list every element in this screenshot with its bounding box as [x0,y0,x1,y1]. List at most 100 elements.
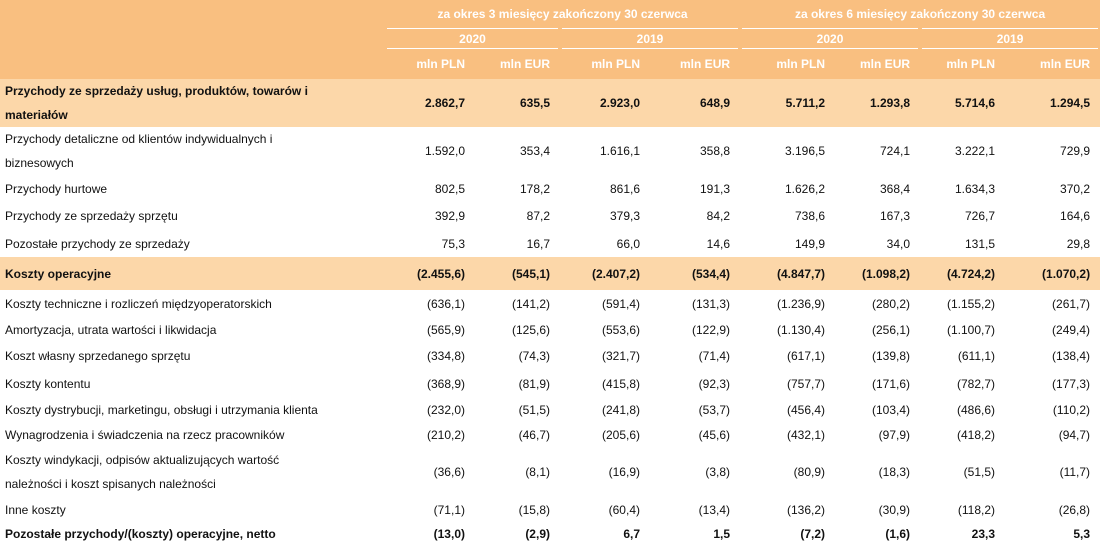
cell-value: (4.724,2) [947,266,996,281]
table-row: Pozostałe przychody ze sprzedaży 75,3 16,7… [0,230,1100,257]
row-label: Koszty windykacji, odpisów aktualizujący… [5,453,280,491]
unit-header: mln PLN [560,48,650,79]
cell-value: 167,3 [880,209,911,223]
cell-value: 191,3 [700,181,731,196]
cell-value: (136,2) [787,502,826,517]
cell-value: (13,0) [433,527,465,541]
cell-value: (141,2) [511,296,550,311]
cell-value: 1.592,0 [424,144,465,158]
header-blank [0,0,385,29]
cell-value: 2.923,0 [599,96,640,110]
unit-header: mln PLN [385,48,475,79]
cell-value: 1.634,3 [954,181,996,196]
cell-value: (53,7) [698,402,731,417]
cell-value: 1.626,2 [784,181,826,196]
table-row: Przychody detaliczne od klientów indywid… [0,127,1100,175]
cell-value: 1.294,5 [1050,96,1091,110]
cell-value: (45,6) [698,427,731,442]
cell-value: 1.293,8 [869,96,911,110]
row-label: Pozostałe przychody/(koszty) operacyjne,… [5,527,276,541]
cell-value: (131,3) [692,296,731,311]
unit-header: mln PLN [920,48,1006,79]
cell-value: (280,2) [872,296,911,311]
cell-value: (782,7) [957,376,996,391]
cell-value: 392,9 [434,209,465,223]
cell-value: (418,2) [957,427,996,442]
unit-header: mln EUR [650,48,741,79]
cell-value: 368,4 [880,181,911,196]
cell-value: (249,4) [1052,322,1091,337]
cell-value: 84,2 [706,209,731,223]
cell-value: 3.196,5 [784,144,826,158]
cell-value: 1,5 [713,527,731,541]
cell-value: 164,6 [1060,209,1091,223]
row-label: Przychody hurtowe [5,181,108,196]
cell-value: (456,4) [787,402,826,417]
table-row: Koszt własny sprzedanego sprzętu (334,8) (… [0,342,1100,370]
cell-value: (1.100,7) [947,322,996,337]
row-label: Przychody detaliczne od klientów indywid… [5,132,273,170]
cell-value: (1.236,9) [777,296,826,311]
cell-value: 738,6 [795,209,826,223]
cell-value: (432,1) [787,427,826,442]
cell-value: 6,7 [623,527,640,541]
cell-value: (51,5) [963,465,996,479]
header-row: za okres 3 miesięcy zakończony 30 czerwc… [0,0,1100,29]
cell-value: (4.847,7) [777,266,826,281]
cell-value: (13,4) [698,502,731,517]
cell-value: 635,5 [519,96,550,110]
table-row: Koszty kontentu (368,9) (81,9) (415,8) (92,3… [0,370,1100,397]
cell-value: (118,2) [957,502,996,517]
cell-value: (757,7) [787,376,826,391]
row-label: Koszt własny sprzedanego sprzętu [5,349,191,363]
cell-value: (7,2) [800,527,826,541]
cell-value: (241,8) [601,402,640,417]
cell-value: (16,9) [608,465,640,479]
cell-value: (321,7) [601,349,640,363]
cell-value: 23,3 [971,527,996,541]
cell-value: 16,7 [526,236,550,251]
table-row: Koszty techniczne i rozliczeń międzyoper… [0,290,1100,317]
cell-value: (591,4) [601,296,640,311]
cell-value: 5,3 [1073,527,1091,541]
cell-value: (534,4) [692,266,731,281]
cell-value: (1.070,2) [1042,266,1091,281]
cell-value: 358,8 [700,144,731,158]
cell-value: (103,4) [872,402,911,417]
table-row: Koszty dystrybucji, marketingu, obsługi … [0,397,1100,422]
year-header: 2019 [918,28,1100,49]
cell-value: (256,1) [872,322,911,337]
cell-value: (110,2) [1052,402,1091,417]
table-row: Przychody ze sprzedaży sprzętu 392,9 87,2 3… [0,202,1100,230]
cell-value: (617,1) [787,349,826,363]
cell-value: (81,9) [518,376,550,391]
cell-value: (565,9) [426,322,465,337]
table-row: Pozostałe przychody/(koszty) operacyjne,… [0,522,1100,545]
cell-value: (11,7) [1059,465,1091,479]
table-row: Inne koszty (71,1) (15,8) (60,4) (13,4) (136,… [0,497,1100,522]
cell-value: (51,5) [518,402,550,417]
cell-value: 648,9 [700,96,731,110]
cell-value: (18,3) [878,465,911,479]
year-header: 2020 [738,28,923,49]
row-label: Przychody ze sprzedaży sprzętu [5,209,178,223]
cell-value: (26,8) [1058,502,1091,517]
cell-value: (138,4) [1052,349,1091,363]
table-row: Przychody ze sprzedaży usług, produktów,… [0,79,1100,127]
cell-value: 802,5 [434,181,465,196]
cell-value: (3,8) [705,465,731,479]
cell-value: (1.098,2) [862,266,911,281]
row-label: Koszty techniczne i rozliczeń międzyoper… [5,296,272,311]
cell-value: 724,1 [880,144,911,158]
cell-value: 2.862,7 [424,96,465,110]
unit-header: mln EUR [1005,48,1100,79]
cell-value: 5.711,2 [785,96,826,110]
header-blank [0,28,385,49]
table-row: Wynagrodzenia i świadczenia na rzecz pra… [0,422,1100,447]
cell-value: (92,3) [698,376,731,391]
cell-value: (171,6) [872,376,911,391]
cell-value: (177,3) [1052,376,1091,391]
row-label: Koszty kontentu [5,376,91,391]
cell-value: (94,7) [1058,427,1091,442]
cell-value: (210,2) [426,427,465,442]
